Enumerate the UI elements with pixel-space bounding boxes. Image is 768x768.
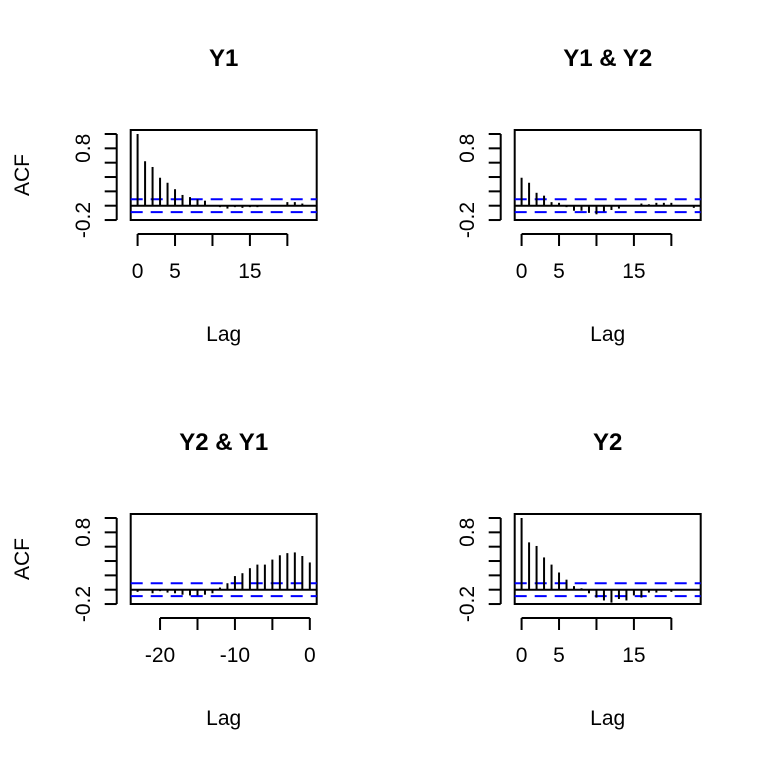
acf-panel-3: Y2 & Y1 Lag ACF 0.8 -0.2 -20 -10 0 bbox=[11, 429, 318, 730]
x-axis-label: Lag bbox=[206, 323, 241, 346]
x-tick-label: 0 bbox=[516, 644, 528, 667]
x-tick-label: 5 bbox=[169, 260, 181, 283]
acf-panel-1: Y1 Lag ACF 0.8 -0.2 0 5 15 bbox=[11, 45, 318, 346]
x-tick-label: 0 bbox=[132, 260, 144, 283]
plot-frame bbox=[129, 129, 318, 221]
y-tick-label: -0.2 bbox=[72, 202, 95, 238]
x-axis-label: Lag bbox=[590, 323, 625, 346]
y-tick-label: -0.2 bbox=[456, 202, 479, 238]
plot-frame bbox=[513, 129, 702, 221]
acf-panel-4: Y2 Lag 0.8 -0.2 0 5 15 bbox=[456, 429, 702, 730]
y-axis-label: ACF bbox=[11, 154, 34, 196]
y-tick-label: 0.8 bbox=[72, 134, 95, 163]
x-axis-label: Lag bbox=[590, 707, 625, 730]
x-tick-label: 15 bbox=[238, 260, 261, 283]
x-tick-label: 0 bbox=[516, 260, 528, 283]
x-tick-label: 0 bbox=[304, 644, 316, 667]
x-tick-label: -20 bbox=[145, 644, 175, 667]
x-axis-label: Lag bbox=[206, 707, 241, 730]
panel-title: Y1 bbox=[209, 45, 238, 72]
x-tick-label: 5 bbox=[553, 644, 565, 667]
y-tick-label: 0.8 bbox=[456, 518, 479, 547]
x-tick-label: -10 bbox=[220, 644, 250, 667]
panel-title: Y1 & Y2 bbox=[563, 45, 652, 72]
y-tick-label: 0.8 bbox=[456, 134, 479, 163]
plot-frame bbox=[129, 513, 318, 605]
panel-title: Y2 & Y1 bbox=[179, 429, 268, 456]
y-tick-label: -0.2 bbox=[456, 586, 479, 622]
y-axis-label: ACF bbox=[11, 538, 34, 580]
acf-panel-2: Y1 & Y2 Lag 0.8 -0.2 0 5 15 bbox=[456, 45, 702, 346]
plot-frame bbox=[513, 513, 702, 605]
y-tick-label: 0.8 bbox=[72, 518, 95, 547]
x-tick-label: 15 bbox=[622, 644, 645, 667]
panel-title: Y2 bbox=[593, 429, 622, 456]
y-tick-label: -0.2 bbox=[72, 586, 95, 622]
x-tick-label: 15 bbox=[622, 260, 645, 283]
x-tick-label: 5 bbox=[553, 260, 565, 283]
